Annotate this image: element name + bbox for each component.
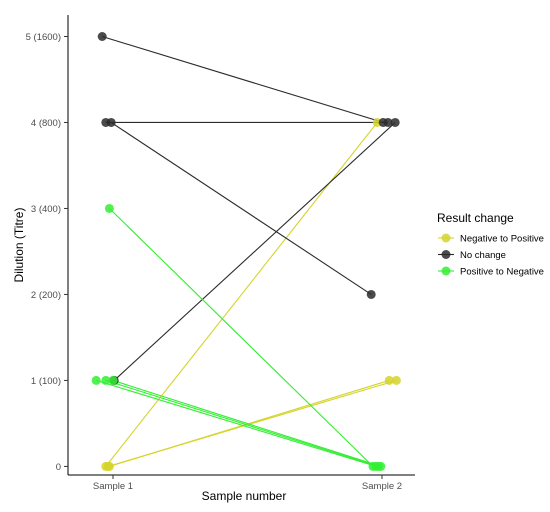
plot-area: 0 1 (100) 2 (200) 3 (400) 4 (800) 5 (1600) Sa… <box>26 15 415 492</box>
data-point <box>384 375 394 385</box>
data-point <box>91 375 101 385</box>
y-tick-label: 0 <box>56 462 61 473</box>
data-point <box>366 289 376 299</box>
legend-title: Result change <box>437 211 514 225</box>
data-point <box>101 375 111 385</box>
legend: Result change Negative to Positive No cha… <box>437 211 544 278</box>
connecting-line <box>112 379 381 467</box>
legend-label: Positive to Negative <box>460 267 544 278</box>
connecting-line <box>105 379 379 467</box>
connecting-line <box>96 379 377 467</box>
connecting-line <box>105 122 378 467</box>
y-tick-label: 3 (400) <box>31 204 61 215</box>
x-axis-ticks: Sample 1 Sample 2 <box>93 475 402 492</box>
connecting-line <box>102 35 384 124</box>
data-point <box>391 375 401 385</box>
y-axis-title: Dilution (Titre) <box>12 208 26 283</box>
data-point <box>106 117 116 127</box>
legend-key-point <box>441 233 451 243</box>
legend-label: Negative to Positive <box>460 234 544 245</box>
legend-label: No change <box>460 250 506 261</box>
data-point <box>104 203 114 213</box>
x-axis-title: Sample number <box>202 489 287 503</box>
x-tick-label: Sample 1 <box>93 481 133 492</box>
data-point <box>376 461 386 471</box>
data-point <box>103 461 113 471</box>
legend-key-point <box>441 250 451 259</box>
y-tick-label: 4 (800) <box>31 118 61 129</box>
connecting-line <box>113 122 396 381</box>
data-point <box>108 375 118 385</box>
connecting-line <box>110 122 372 295</box>
data-point <box>390 117 400 127</box>
y-tick-label: 1 (100) <box>31 376 61 387</box>
y-axis-ticks: 0 1 (100) 2 (200) 3 (400) 4 (800) 5 (1600) <box>26 32 68 473</box>
connecting-line <box>108 379 397 467</box>
y-tick-label: 5 (1600) <box>26 32 61 43</box>
connecting-line <box>109 208 374 467</box>
legend-key-point <box>441 266 451 276</box>
x-tick-label: Sample 2 <box>362 481 402 492</box>
data-point <box>383 117 393 127</box>
connecting-lines <box>96 35 397 467</box>
y-tick-label: 2 (200) <box>31 290 61 301</box>
data-points <box>91 31 401 471</box>
data-point <box>97 31 107 41</box>
